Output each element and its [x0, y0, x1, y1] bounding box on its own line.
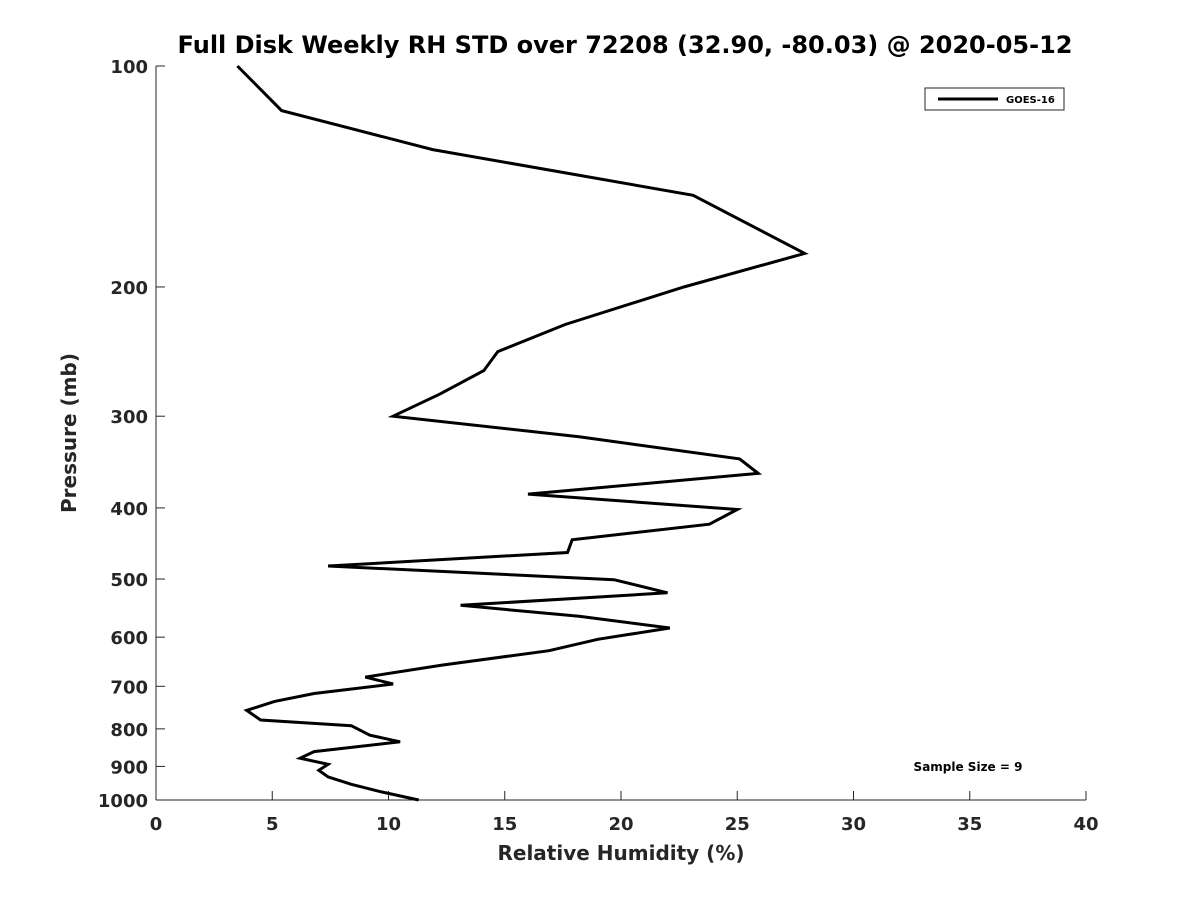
sample-size-annotation: Sample Size = 9 — [914, 760, 1023, 774]
x-tick-label: 30 — [841, 814, 866, 835]
y-tick-label: 400 — [110, 499, 148, 520]
y-tick-label: 1000 — [98, 791, 148, 812]
axes — [155, 66, 1086, 801]
x-tick-label: 5 — [266, 814, 279, 835]
y-tick-label: 900 — [110, 757, 148, 778]
y-ticks: 100 200 300 400 500 600 700 800 900 1000 — [98, 57, 165, 812]
y-tick-label: 700 — [110, 677, 148, 698]
y-tick-label: 600 — [110, 628, 148, 649]
y-tick-label: 500 — [110, 570, 148, 591]
series-line-goes16 — [236, 64, 809, 802]
chart-title: Full Disk Weekly RH STD over 72208 (32.9… — [178, 31, 1073, 59]
x-tick-label: 0 — [150, 814, 163, 835]
x-tick-label: 35 — [957, 814, 982, 835]
y-axis-label: Pressure (mb) — [57, 353, 81, 513]
x-tick-label: 15 — [492, 814, 517, 835]
x-axis-label: Relative Humidity (%) — [497, 841, 744, 865]
series-layer — [236, 64, 809, 802]
x-ticks: 0 5 10 15 20 25 30 35 40 — [150, 791, 1099, 835]
legend-label: GOES-16 — [1006, 95, 1055, 106]
x-tick-label: 25 — [725, 814, 750, 835]
x-tick-label: 40 — [1073, 814, 1098, 835]
x-tick-label: 10 — [376, 814, 401, 835]
y-tick-label: 800 — [110, 720, 148, 741]
y-tick-label: 200 — [110, 278, 148, 299]
y-tick-label: 100 — [110, 57, 148, 78]
x-tick-label: 20 — [608, 814, 633, 835]
legend: GOES-16 — [924, 87, 1065, 111]
y-tick-label: 300 — [110, 407, 148, 428]
